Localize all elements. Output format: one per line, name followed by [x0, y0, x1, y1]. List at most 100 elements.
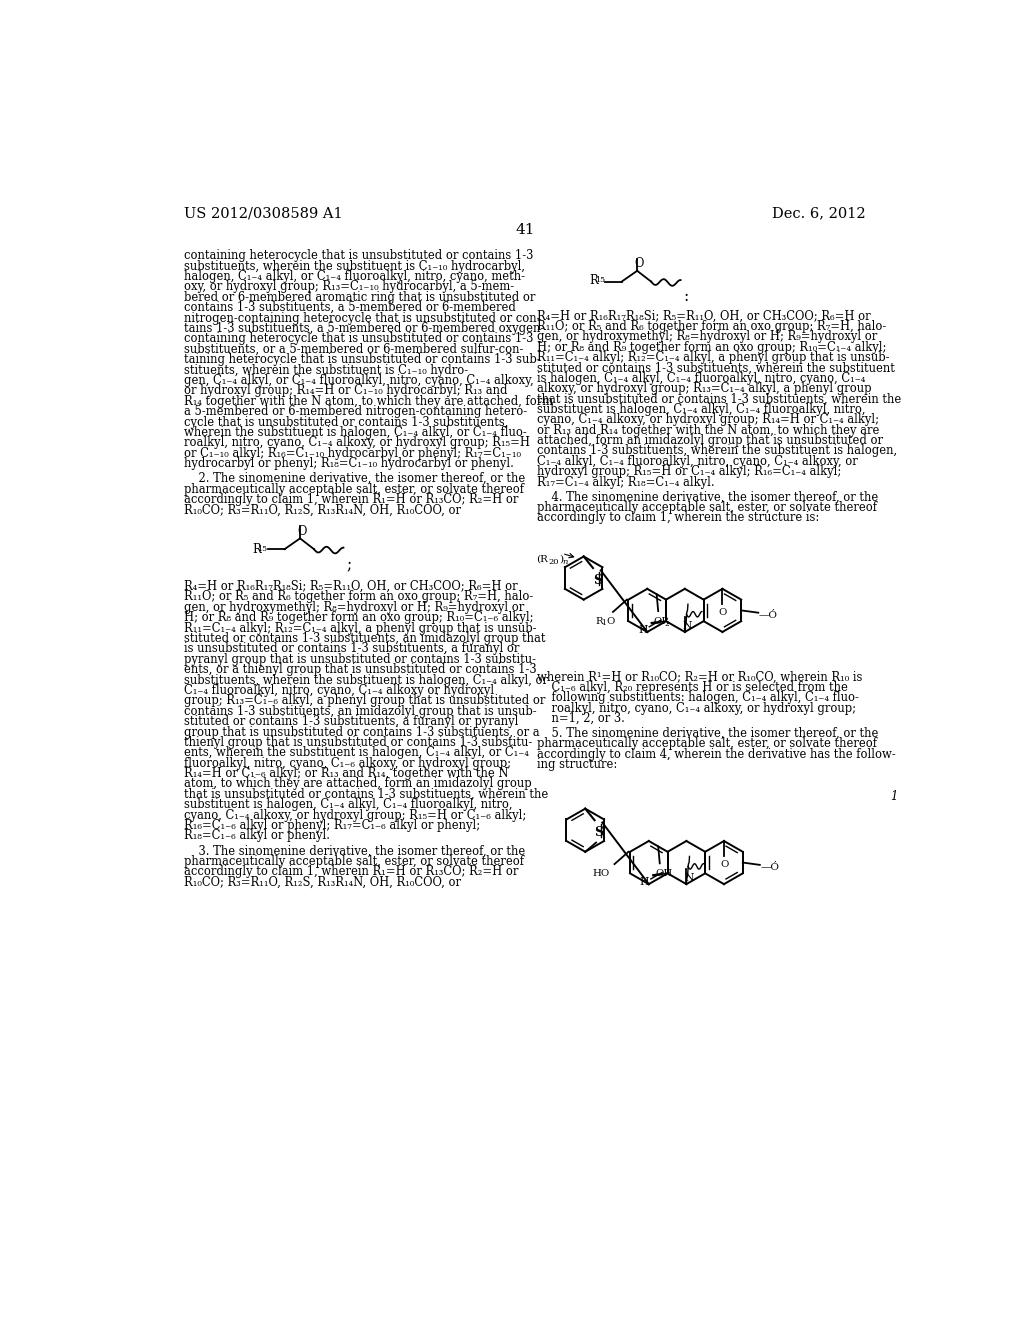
- Text: pharmaceutically acceptable salt, ester, or solvate thereof: pharmaceutically acceptable salt, ester,…: [538, 738, 878, 751]
- Text: 41: 41: [515, 223, 535, 238]
- Text: S: S: [593, 574, 602, 587]
- Text: H: H: [640, 878, 649, 887]
- Text: accordingly to claim 1, wherein the structure is:: accordingly to claim 1, wherein the stru…: [538, 511, 819, 524]
- Text: R₁₁=C₁₋₄ alkyl; R₁₂=C₁₋₄ alkyl, a phenyl group that is unsub-: R₁₁=C₁₋₄ alkyl; R₁₂=C₁₋₄ alkyl, a phenyl…: [183, 622, 537, 635]
- Text: R₁₇=C₁₋₄ alkyl; R₁₈=C₁₋₄ alkyl.: R₁₇=C₁₋₄ alkyl; R₁₈=C₁₋₄ alkyl.: [538, 475, 715, 488]
- Text: alkoxy, or hydroxyl group; R₁₃=C₁₋₄ alkyl, a phenyl group: alkoxy, or hydroxyl group; R₁₃=C₁₋₄ alky…: [538, 381, 871, 395]
- Text: R₁₆=C₁₋₆ alkyl or phenyl; R₁₇=C₁₋₆ alkyl or phenyl;: R₁₆=C₁₋₆ alkyl or phenyl; R₁₇=C₁₋₆ alkyl…: [183, 818, 480, 832]
- Text: roalkyl, nitro, cyano, C₁₋₄ alkoxy, or hydroxyl group;: roalkyl, nitro, cyano, C₁₋₄ alkoxy, or h…: [538, 702, 856, 714]
- Text: 1: 1: [890, 791, 897, 803]
- Text: stituents, wherein the substituent is C₁₋₁₀ hydro-: stituents, wherein the substituent is C₁…: [183, 363, 468, 376]
- Text: ): ): [559, 554, 563, 564]
- Text: accordingly to claim 4, wherein the derivative has the follow-: accordingly to claim 4, wherein the deri…: [538, 748, 896, 760]
- Text: ′: ′: [774, 861, 776, 871]
- Text: pyranyl group that is unsubstituted or contains 1-3 substitu-: pyranyl group that is unsubstituted or c…: [183, 653, 536, 665]
- Text: ents, wherein the substituent is halogen, C₁₋₄ alkyl, or C₁₋₄: ents, wherein the substituent is halogen…: [183, 746, 528, 759]
- Text: gen, C₁₋₄ alkyl, or C₁₋₄ fluoroalkyl, nitro, cyano, C₁₋₄ alkoxy,: gen, C₁₋₄ alkyl, or C₁₋₄ fluoroalkyl, ni…: [183, 374, 534, 387]
- Text: atom, to which they are attached, form an imidazolyl group: atom, to which they are attached, form a…: [183, 777, 531, 791]
- Text: 5. The sinomenine derivative, the isomer thereof, or the: 5. The sinomenine derivative, the isomer…: [538, 727, 879, 741]
- Text: R₄=H or R₁₆R₁₇R₁₈Si; R₅=R₁₁O, OH, or CH₃COO; R₆=H or: R₄=H or R₁₆R₁₇R₁₈Si; R₅=R₁₁O, OH, or CH₃…: [183, 579, 517, 593]
- Text: O: O: [606, 616, 614, 626]
- Text: C₁₋₄ fluoroalkyl, nitro, cyano, C₁₋₄ alkoxy or hydroxyl: C₁₋₄ fluoroalkyl, nitro, cyano, C₁₋₄ alk…: [183, 684, 494, 697]
- Text: cyano, C₁₋₄ alkoxy, or hydroxyl group; R₁₄=H or C₁₋₄ alkyl;: cyano, C₁₋₄ alkoxy, or hydroxyl group; R…: [538, 413, 880, 426]
- Text: fluoroalkyl, nitro, cyano, C₁₋₆ alkoxy, or hydroxyl group;: fluoroalkyl, nitro, cyano, C₁₋₆ alkoxy, …: [183, 756, 511, 770]
- Text: 15: 15: [257, 545, 267, 553]
- Text: stituted or contains 1-3 substituents, a furanyl or pyranyl: stituted or contains 1-3 substituents, a…: [183, 715, 518, 729]
- Text: tains 1-3 substituents, a 5-membered or 6-membered oxygen-: tains 1-3 substituents, a 5-membered or …: [183, 322, 544, 335]
- Text: H: H: [638, 626, 647, 635]
- Text: R₁₀CO; R₃=R₁₁O, R₁₂S, R₁₃R₁₄N, OH, R₁₀COO, or: R₁₀CO; R₃=R₁₁O, R₁₂S, R₁₃R₁₄N, OH, R₁₀CO…: [183, 503, 461, 516]
- Text: n: n: [562, 558, 567, 566]
- Text: R₁₁O; or R₅ and R₆ together form an oxo group; R₇=H, halo-: R₁₁O; or R₅ and R₆ together form an oxo …: [183, 590, 534, 603]
- Text: oxy, or hydroxyl group; R₁₃=C₁₋₁₀ hydrocarbyl, a 5-mem-: oxy, or hydroxyl group; R₁₃=C₁₋₁₀ hydroc…: [183, 280, 514, 293]
- Text: pharmaceutically acceptable salt, ester, or solvate thereof: pharmaceutically acceptable salt, ester,…: [183, 483, 524, 495]
- Text: ing structure:: ing structure:: [538, 758, 617, 771]
- Text: R₁₄=H or C₁₋₆ alkyl; or R₁₃ and R₁₄, together with the N: R₁₄=H or C₁₋₆ alkyl; or R₁₃ and R₁₄, tog…: [183, 767, 508, 780]
- Text: attached, form an imidazolyl group that is unsubstituted or: attached, form an imidazolyl group that …: [538, 434, 883, 447]
- Text: 15: 15: [595, 276, 605, 284]
- Text: R: R: [589, 275, 598, 286]
- Text: O: O: [634, 257, 643, 271]
- Text: 4. The sinomenine derivative, the isomer thereof, or the: 4. The sinomenine derivative, the isomer…: [538, 491, 879, 504]
- Text: substituent is halogen, C₁₋₄ alkyl, C₁₋₄ fluoroalkyl, nitro,: substituent is halogen, C₁₋₄ alkyl, C₁₋₄…: [183, 799, 512, 812]
- Text: substituents, or a 5-membered or 6-membered sulfur-con-: substituents, or a 5-membered or 6-membe…: [183, 343, 523, 356]
- Text: O: O: [297, 524, 306, 537]
- Text: containing heterocycle that is unsubstituted or contains 1-3: containing heterocycle that is unsubstit…: [183, 333, 534, 346]
- Text: —O: —O: [759, 611, 778, 620]
- Text: ′: ′: [772, 609, 775, 619]
- Text: OH: OH: [655, 870, 673, 879]
- Text: ;: ;: [346, 556, 352, 573]
- Text: substituents, wherein the substituent is C₁₋₁₀ hydrocarbyl,: substituents, wherein the substituent is…: [183, 260, 524, 273]
- Text: thienyl group that is unsubstituted or contains 1-3 substitu-: thienyl group that is unsubstituted or c…: [183, 737, 532, 748]
- Text: wherein R¹=H or R₁₀CO; R₂=H or R₁₀CO, wherein R₁₀ is: wherein R¹=H or R₁₀CO; R₂=H or R₁₀CO, wh…: [538, 671, 862, 684]
- Text: roalkyl, nitro, cyano, C₁₋₄ alkoxy, or hydroxyl group; R₁₅=H: roalkyl, nitro, cyano, C₁₋₄ alkoxy, or h…: [183, 437, 529, 449]
- Text: H; or R₈ and R₉ together form an oxo group; R₁₀=C₁₋₆ alkyl;: H; or R₈ and R₉ together form an oxo gro…: [183, 611, 534, 624]
- Text: gen, or hydroxymethyl; R₈=hydroxyl or H; R₉=hydroxyl or: gen, or hydroxymethyl; R₈=hydroxyl or H;…: [183, 601, 524, 614]
- Text: N: N: [683, 622, 692, 631]
- Text: wherein the substituent is halogen, C₁₋₄ alkyl, or C₁₋₄ fluo-: wherein the substituent is halogen, C₁₋₄…: [183, 426, 526, 440]
- Text: contains 1-3 substituents, a 5-membered or 6-membered: contains 1-3 substituents, a 5-membered …: [183, 301, 516, 314]
- Text: S: S: [595, 826, 604, 840]
- Text: is halogen, C₁₋₄ alkyl, C₁₋₄ fluoroalkyl, nitro, cyano, C₁₋₄: is halogen, C₁₋₄ alkyl, C₁₋₄ fluoroalkyl…: [538, 372, 865, 384]
- Text: OR: OR: [653, 618, 670, 626]
- Text: R: R: [252, 543, 261, 556]
- Text: O: O: [719, 609, 727, 616]
- Text: H; or R₈ and R₉ together form an oxo group; R₁₀=C₁₋₄ alkyl;: H; or R₈ and R₉ together form an oxo gro…: [538, 341, 887, 354]
- Text: halogen, C₁₋₄ alkyl, or C₁₋₄ fluoroalkyl, nitro, cyano, meth-: halogen, C₁₋₄ alkyl, or C₁₋₄ fluoroalkyl…: [183, 271, 524, 282]
- Text: contains 1-3 substituents, an imidazolyl group that is unsub-: contains 1-3 substituents, an imidazolyl…: [183, 705, 537, 718]
- Text: accordingly to claim 1, wherein R₁=H or R₁₃CO; R₂=H or: accordingly to claim 1, wherein R₁=H or …: [183, 492, 518, 506]
- Text: group; R₁₃=C₁₋₆ alkyl, a phenyl group that is unsubstituted or: group; R₁₃=C₁₋₆ alkyl, a phenyl group th…: [183, 694, 545, 708]
- Text: 2: 2: [665, 619, 669, 627]
- Text: n=1, 2, or 3.: n=1, 2, or 3.: [538, 711, 625, 725]
- Text: :: :: [684, 288, 689, 305]
- Text: containing heterocycle that is unsubstituted or contains 1-3: containing heterocycle that is unsubstit…: [183, 249, 534, 263]
- Text: R₁₄ together with the N atom, to which they are attached, form: R₁₄ together with the N atom, to which t…: [183, 395, 553, 408]
- Text: 3. The sinomenine derivative, the isomer thereof, or the: 3. The sinomenine derivative, the isomer…: [183, 845, 525, 858]
- Text: group that is unsubstituted or contains 1-3 substituents, or a: group that is unsubstituted or contains …: [183, 726, 540, 738]
- Text: accordingly to claim 1, wherein R₁=H or R₁₃CO; R₂=H or: accordingly to claim 1, wherein R₁=H or …: [183, 866, 518, 878]
- Text: hydroxyl group; R₁₅=H or C₁₋₄ alkyl; R₁₆=C₁₋₄ alkyl;: hydroxyl group; R₁₅=H or C₁₋₄ alkyl; R₁₆…: [538, 465, 842, 478]
- Text: pharmaceutically acceptable salt, ester, or solvate thereof: pharmaceutically acceptable salt, ester,…: [538, 502, 878, 513]
- Text: C₁₋₆ alkyl, R₂₀ represents H or is selected from the: C₁₋₆ alkyl, R₂₀ represents H or is selec…: [538, 681, 848, 694]
- Text: stituted or contains 1-3 substituents, an imidazolyl group that: stituted or contains 1-3 substituents, a…: [183, 632, 546, 645]
- Text: O: O: [720, 861, 728, 870]
- Text: 1: 1: [601, 619, 606, 627]
- Text: R₁₁O; or R₅ and R₆ together form an oxo group; R₇=H, halo-: R₁₁O; or R₅ and R₆ together form an oxo …: [538, 319, 887, 333]
- Text: ents, or a thienyl group that is unsubstituted or contains 1-3: ents, or a thienyl group that is unsubst…: [183, 663, 537, 676]
- Text: stituted or contains 1-3 substituents, wherein the substituent: stituted or contains 1-3 substituents, w…: [538, 362, 895, 375]
- Text: gen, or hydroxymethyl; R₈=hydroxyl or H; R₉=hydroxyl or: gen, or hydroxymethyl; R₈=hydroxyl or H;…: [538, 330, 878, 343]
- Text: taining heterocycle that is unsubstituted or contains 1-3 sub-: taining heterocycle that is unsubstitute…: [183, 354, 541, 366]
- Text: 20: 20: [549, 558, 559, 566]
- Text: 2. The sinomenine derivative, the isomer thereof, or the: 2. The sinomenine derivative, the isomer…: [183, 473, 525, 486]
- Text: R: R: [596, 616, 603, 626]
- Text: substituent is halogen, C₁₋₄ alkyl, C₁₋₄ fluoroalkyl, nitro,: substituent is halogen, C₁₋₄ alkyl, C₁₋₄…: [538, 403, 865, 416]
- Text: is unsubstituted or contains 1-3 substituents, a furanyl or: is unsubstituted or contains 1-3 substit…: [183, 643, 519, 655]
- Text: C₁₋₄ alkyl, C₁₋₄ fluoroalkyl, nitro, cyano, C₁₋₄ alkoxy, or: C₁₋₄ alkyl, C₁₋₄ fluoroalkyl, nitro, cya…: [538, 455, 858, 467]
- Text: nitrogen-containing heterocycle that is unsubstituted or con-: nitrogen-containing heterocycle that is …: [183, 312, 541, 325]
- Text: —O: —O: [761, 863, 779, 873]
- Text: that is unsubstituted or contains 1-3 substituents, wherein the: that is unsubstituted or contains 1-3 su…: [183, 788, 548, 801]
- Text: R₁₀CO; R₃=R₁₁O, R₁₂S, R₁₃R₁₄N, OH, R₁₀COO, or: R₁₀CO; R₃=R₁₁O, R₁₂S, R₁₃R₁₄N, OH, R₁₀CO…: [183, 875, 461, 888]
- Text: substituents, wherein the substituent is halogen, C₁₋₄ alkyl, or: substituents, wherein the substituent is…: [183, 673, 548, 686]
- Text: a 5-membered or 6-membered nitrogen-containing hetero-: a 5-membered or 6-membered nitrogen-cont…: [183, 405, 527, 418]
- Text: contains 1-3 substituents, wherein the substituent is halogen,: contains 1-3 substituents, wherein the s…: [538, 445, 897, 458]
